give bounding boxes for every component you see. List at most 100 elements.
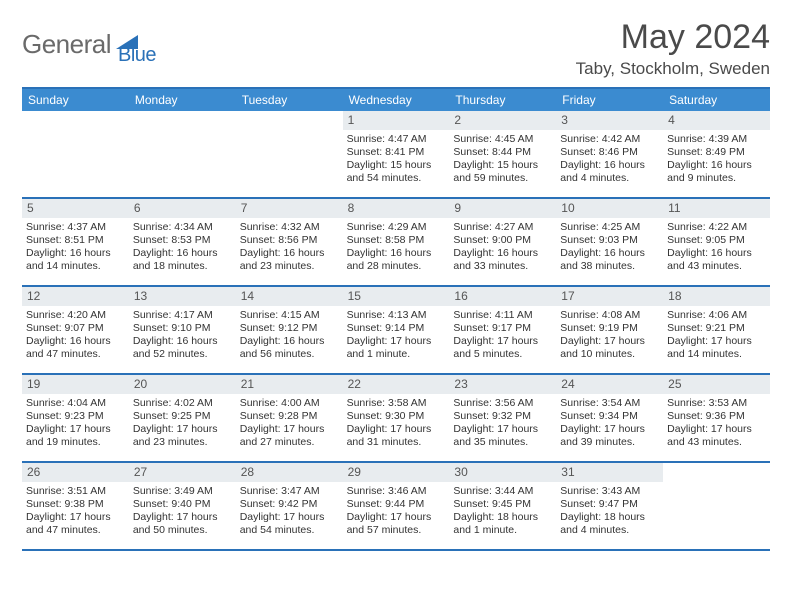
sunset-text: Sunset: 8:56 PM — [240, 234, 339, 247]
calendar-cell: 27Sunrise: 3:49 AMSunset: 9:40 PMDayligh… — [129, 463, 236, 549]
calendar-cell: 4Sunrise: 4:39 AMSunset: 8:49 PMDaylight… — [663, 111, 770, 197]
calendar-cell: 5 Sunrise: 4:37 AMSunset: 8:51 PMDaylight… — [22, 199, 129, 285]
calendar-cell: 26Sunrise: 3:51 AMSunset: 9:38 PMDayligh… — [22, 463, 129, 549]
header: General Blue May 2024 Taby, Stockholm, S… — [22, 18, 770, 79]
daylight-text: Daylight: 16 hours and 18 minutes. — [133, 247, 232, 273]
logo-text-blue: Blue — [118, 44, 156, 67]
daylight-text: Daylight: 16 hours and 23 minutes. — [240, 247, 339, 273]
calendar-cell-empty — [129, 111, 236, 197]
day-number: 4 — [663, 111, 770, 130]
daylight-text: Daylight: 16 hours and 28 minutes. — [347, 247, 446, 273]
day-number: 22 — [343, 375, 450, 394]
sunset-text: Sunset: 9:44 PM — [347, 498, 446, 511]
sunset-text: Sunset: 9:38 PM — [26, 498, 125, 511]
day-number: 13 — [129, 287, 236, 306]
daylight-text: Daylight: 18 hours and 4 minutes. — [560, 511, 659, 537]
calendar-cell: 23Sunrise: 3:56 AMSunset: 9:32 PMDayligh… — [449, 375, 556, 461]
sunset-text: Sunset: 9:12 PM — [240, 322, 339, 335]
calendar-cell: 9Sunrise: 4:27 AMSunset: 9:00 PMDaylight… — [449, 199, 556, 285]
day-number: 25 — [663, 375, 770, 394]
calendar-cell: 17Sunrise: 4:08 AMSunset: 9:19 PMDayligh… — [556, 287, 663, 373]
sunrise-text: Sunrise: 4:11 AM — [453, 309, 552, 322]
sunrise-text: Sunrise: 3:46 AM — [347, 485, 446, 498]
day-number: 14 — [236, 287, 343, 306]
sunrise-text: Sunrise: 4:39 AM — [667, 133, 766, 146]
sunrise-text: Sunrise: 4:42 AM — [560, 133, 659, 146]
sunrise-text: Sunrise: 4:13 AM — [347, 309, 446, 322]
calendar-body: 1Sunrise: 4:47 AMSunset: 8:41 PMDaylight… — [22, 111, 770, 551]
sunset-text: Sunset: 8:53 PM — [133, 234, 232, 247]
sunset-text: Sunset: 8:51 PM — [26, 234, 125, 247]
day-number: 5 — [22, 199, 129, 218]
calendar-cell: 30Sunrise: 3:44 AMSunset: 9:45 PMDayligh… — [449, 463, 556, 549]
dow-saturday: Saturday — [663, 89, 770, 111]
calendar-cell: 1Sunrise: 4:47 AMSunset: 8:41 PMDaylight… — [343, 111, 450, 197]
day-number: 17 — [556, 287, 663, 306]
calendar-week: 1Sunrise: 4:47 AMSunset: 8:41 PMDaylight… — [22, 111, 770, 199]
calendar-cell-empty — [236, 111, 343, 197]
dow-wednesday: Wednesday — [343, 89, 450, 111]
calendar-cell: 13Sunrise: 4:17 AMSunset: 9:10 PMDayligh… — [129, 287, 236, 373]
calendar-cell: 29Sunrise: 3:46 AMSunset: 9:44 PMDayligh… — [343, 463, 450, 549]
calendar-cell: 21Sunrise: 4:00 AMSunset: 9:28 PMDayligh… — [236, 375, 343, 461]
daylight-text: Daylight: 17 hours and 23 minutes. — [133, 423, 232, 449]
daylight-text: Daylight: 16 hours and 14 minutes. — [26, 247, 125, 273]
day-number: 20 — [129, 375, 236, 394]
page-title: May 2024 — [576, 18, 770, 57]
sunset-text: Sunset: 9:34 PM — [560, 410, 659, 423]
sunrise-text: Sunrise: 4:22 AM — [667, 221, 766, 234]
sunset-text: Sunset: 9:19 PM — [560, 322, 659, 335]
sunset-text: Sunset: 8:49 PM — [667, 146, 766, 159]
sunrise-text: Sunrise: 4:32 AM — [240, 221, 339, 234]
calendar-cell: 25Sunrise: 3:53 AMSunset: 9:36 PMDayligh… — [663, 375, 770, 461]
sunrise-text: Sunrise: 4:37 AM — [26, 221, 125, 234]
daylight-text: Daylight: 16 hours and 4 minutes. — [560, 159, 659, 185]
logo-text-general: General — [22, 29, 111, 60]
calendar-cell: 18 Sunrise: 4:06 AMSunset: 9:21 PMDayligh… — [663, 287, 770, 373]
sunrise-text: Sunrise: 4:02 AM — [133, 397, 232, 410]
day-number: 6 — [129, 199, 236, 218]
daylight-text: Daylight: 17 hours and 35 minutes. — [453, 423, 552, 449]
dow-sunday: Sunday — [22, 89, 129, 111]
sunrise-text: Sunrise: 3:43 AM — [560, 485, 659, 498]
sunrise-text: Sunrise: 4:06 AM — [667, 309, 766, 322]
day-number: 24 — [556, 375, 663, 394]
daylight-text: Daylight: 17 hours and 10 minutes. — [560, 335, 659, 361]
sunrise-text: Sunrise: 4:45 AM — [453, 133, 552, 146]
sunset-text: Sunset: 8:41 PM — [347, 146, 446, 159]
day-number: 31 — [556, 463, 663, 482]
day-number: 28 — [236, 463, 343, 482]
day-number: 18 — [663, 287, 770, 306]
day-number: 26 — [22, 463, 129, 482]
calendar-cell: 28Sunrise: 3:47 AMSunset: 9:42 PMDayligh… — [236, 463, 343, 549]
calendar-cell: 3Sunrise: 4:42 AMSunset: 8:46 PMDaylight… — [556, 111, 663, 197]
day-of-week-header: SundayMondayTuesdayWednesdayThursdayFrid… — [22, 89, 770, 111]
calendar-week: 12Sunrise: 4:20 AMSunset: 9:07 PMDayligh… — [22, 287, 770, 375]
sunset-text: Sunset: 9:17 PM — [453, 322, 552, 335]
daylight-text: Daylight: 17 hours and 43 minutes. — [667, 423, 766, 449]
day-number: 30 — [449, 463, 556, 482]
daylight-text: Daylight: 17 hours and 50 minutes. — [133, 511, 232, 537]
daylight-text: Daylight: 16 hours and 52 minutes. — [133, 335, 232, 361]
calendar-cell: 16Sunrise: 4:11 AMSunset: 9:17 PMDayligh… — [449, 287, 556, 373]
sunset-text: Sunset: 9:28 PM — [240, 410, 339, 423]
day-number: 1 — [343, 111, 450, 130]
calendar-cell: 15Sunrise: 4:13 AMSunset: 9:14 PMDayligh… — [343, 287, 450, 373]
day-number: 3 — [556, 111, 663, 130]
day-number: 10 — [556, 199, 663, 218]
calendar-cell: 7Sunrise: 4:32 AMSunset: 8:56 PMDaylight… — [236, 199, 343, 285]
sunset-text: Sunset: 9:25 PM — [133, 410, 232, 423]
sunset-text: Sunset: 9:03 PM — [560, 234, 659, 247]
sunset-text: Sunset: 9:32 PM — [453, 410, 552, 423]
sunset-text: Sunset: 9:21 PM — [667, 322, 766, 335]
calendar-cell: 2Sunrise: 4:45 AMSunset: 8:44 PMDaylight… — [449, 111, 556, 197]
day-number: 9 — [449, 199, 556, 218]
sunset-text: Sunset: 9:40 PM — [133, 498, 232, 511]
daylight-text: Daylight: 17 hours and 47 minutes. — [26, 511, 125, 537]
day-number: 19 — [22, 375, 129, 394]
sunrise-text: Sunrise: 3:49 AM — [133, 485, 232, 498]
dow-tuesday: Tuesday — [236, 89, 343, 111]
daylight-text: Daylight: 17 hours and 27 minutes. — [240, 423, 339, 449]
sunrise-text: Sunrise: 4:00 AM — [240, 397, 339, 410]
daylight-text: Daylight: 17 hours and 14 minutes. — [667, 335, 766, 361]
